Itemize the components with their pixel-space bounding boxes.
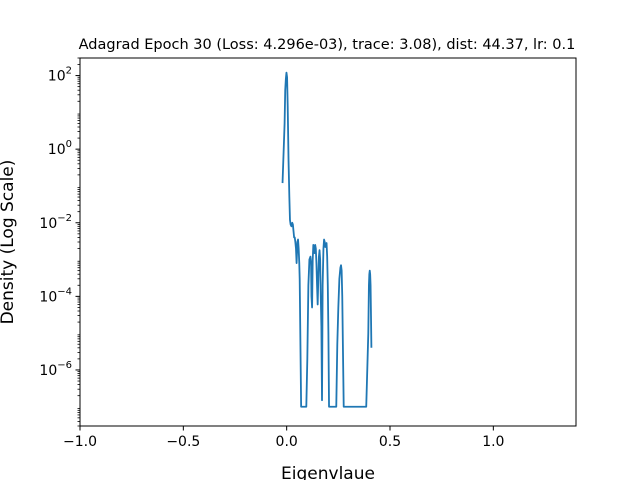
chart-title: Adagrad Epoch 30 (Loss: 4.296e-03), trac… xyxy=(79,37,576,53)
y-tick-label: 102 xyxy=(48,66,72,85)
y-tick-label: 100 xyxy=(48,139,72,158)
x-tick-label: 0.0 xyxy=(276,434,298,450)
x-tick-label: −0.5 xyxy=(166,434,200,450)
series-line-0 xyxy=(281,71,373,408)
y-tick-label: 10−4 xyxy=(39,286,72,305)
y-axis-label: Density (Log Scale) xyxy=(0,160,18,325)
series-layer xyxy=(281,71,373,408)
x-tick-label: −1.0 xyxy=(63,434,97,450)
x-axis-ticks: −1.0 −0.5 0.0 0.5 1.0 xyxy=(63,426,504,450)
x-tick-label: 1.0 xyxy=(482,434,504,450)
x-axis-label: Eigenvlaue xyxy=(281,464,375,480)
y-tick-label: 10−6 xyxy=(39,360,72,379)
y-tick-label: 10−2 xyxy=(39,213,72,232)
x-tick-label: 0.5 xyxy=(379,434,401,450)
y-axis-ticks: 102 100 10−2 10−4 10−6 xyxy=(39,57,80,427)
